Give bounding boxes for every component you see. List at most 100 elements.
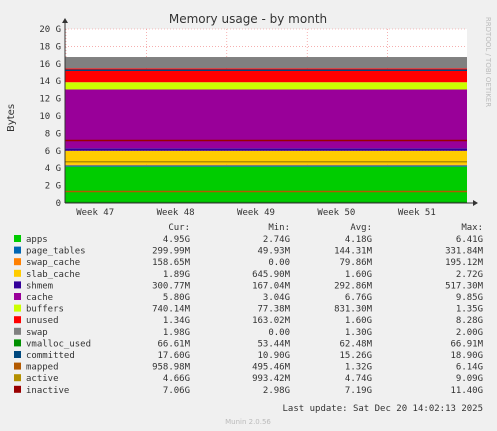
- x-tick-label: Week 48: [157, 208, 195, 218]
- y-tick-label: 20 G: [39, 25, 61, 35]
- legend-value-min: 2.98G: [263, 386, 290, 396]
- legend-value-cur: 1.89G: [163, 270, 190, 280]
- legend-value-avg: 1.30G: [345, 328, 372, 338]
- legend-label: cache: [26, 293, 53, 303]
- area-slab_cache: [65, 150, 467, 165]
- chart-title: Memory usage - by month: [169, 12, 327, 26]
- rrdtool-credit: RRDTOOL / TOBI OETIKER: [484, 17, 492, 107]
- y-tick-label: 0: [56, 199, 61, 209]
- legend-column-header: Max:: [461, 223, 483, 233]
- legend-value-max: 6.14G: [456, 363, 483, 373]
- legend-label: buffers: [26, 305, 64, 315]
- axes: 0 2 G 4 G 6 G 8 G 10 G 12 G 14 G 16 G 18 G 20 G Wee…: [39, 18, 478, 218]
- legend-value-cur: 958.98M: [152, 363, 191, 373]
- legend-swatch-vmalloc_used: [14, 339, 21, 347]
- legend-swatch-swap_cache: [14, 258, 21, 266]
- legend-label: active: [26, 374, 59, 384]
- legend-value-min: 3.04G: [263, 293, 290, 303]
- area-page_tables: [65, 165, 467, 167]
- y-tick-label: 8 G: [45, 129, 61, 139]
- legend-value-cur: 158.65M: [152, 258, 191, 268]
- last-update: Last update: Sat Dec 20 14:02:13 2025: [283, 404, 483, 414]
- series-lines: [65, 69, 467, 204]
- legend-value-max: 517.30M: [445, 281, 484, 291]
- legend-value-cur: 1.34G: [163, 316, 190, 326]
- legend-value-max: 18.90G: [450, 351, 483, 361]
- legend-value-avg: 292.86M: [334, 281, 373, 291]
- legend-swatch-committed: [14, 351, 21, 358]
- area-unused: [65, 68, 467, 83]
- legend-swatch-page_tables: [14, 246, 21, 254]
- legend-value-min: 167.04M: [252, 281, 291, 291]
- legend-swatch-slab_cache: [14, 269, 21, 277]
- legend-swatch-mapped: [14, 362, 21, 370]
- area-apps: [65, 166, 467, 203]
- legend-value-min: 0.00: [268, 328, 290, 338]
- legend-value-max: 1.35G: [456, 305, 483, 315]
- legend-value-cur: 7.06G: [163, 386, 190, 396]
- legend-value-cur: 17.60G: [157, 351, 190, 361]
- legend-label: page_tables: [26, 247, 86, 257]
- legend-value-max: 2.72G: [456, 270, 483, 280]
- y-tick-label: 2 G: [45, 182, 61, 192]
- legend-column-header: Min:: [268, 223, 290, 233]
- legend-value-avg: 62.48M: [339, 339, 372, 349]
- legend-value-avg: 79.86M: [339, 258, 372, 268]
- legend-label: mapped: [26, 363, 59, 373]
- legend-value-min: 645.90M: [252, 270, 291, 280]
- y-tick-label: 12 G: [39, 95, 61, 105]
- legend-value-cur: 66.61M: [157, 339, 190, 349]
- legend-swatch-shmem: [14, 281, 21, 289]
- legend-label: unused: [26, 316, 59, 326]
- legend-value-max: 8.28G: [456, 316, 483, 326]
- legend-label: shmem: [26, 281, 53, 291]
- legend-value-min: 53.44M: [257, 339, 290, 349]
- y-axis-arrow: [62, 18, 68, 23]
- legend: Cur: Min: Avg: Max: apps 4.95G 2.74G 4.18G 6.41G…: [14, 223, 484, 396]
- legend-value-avg: 4.74G: [345, 374, 372, 384]
- legend-value-max: 9.85G: [456, 293, 483, 303]
- x-tick-label: Week 50: [317, 208, 355, 218]
- y-tick-label: 14 G: [39, 77, 61, 87]
- y-tick-label: 6 G: [45, 147, 61, 157]
- legend-value-min: 495.46M: [252, 363, 291, 373]
- legend-value-avg: 4.18G: [345, 235, 372, 245]
- x-tick-label: Week 47: [76, 208, 114, 218]
- legend-label: slab_cache: [26, 270, 80, 280]
- y-tick-label: 4 G: [45, 164, 61, 174]
- area-swap_cache: [65, 164, 467, 166]
- legend-swatch-cache: [14, 293, 21, 300]
- munin-version: Munin 2.0.56: [225, 418, 271, 426]
- legend-label: vmalloc_used: [26, 339, 91, 349]
- legend-swatch-buffers: [14, 304, 21, 312]
- legend-swatch-inactive: [14, 385, 21, 393]
- area-cache: [65, 89, 467, 149]
- legend-value-avg: 1.60G: [345, 270, 372, 280]
- legend-value-min: 0.00: [268, 258, 290, 268]
- legend-label: swap: [26, 328, 48, 338]
- legend-value-min: 2.74G: [263, 235, 290, 245]
- legend-label: apps: [26, 235, 48, 245]
- legend-value-avg: 831.30M: [334, 305, 373, 315]
- y-tick-label: 16 G: [39, 60, 61, 70]
- legend-value-avg: 144.31M: [334, 247, 373, 257]
- x-axis-arrow: [473, 200, 478, 206]
- x-tick-label: Week 51: [398, 208, 436, 218]
- legend-value-max: 6.41G: [456, 235, 483, 245]
- legend-value-cur: 1.98G: [163, 328, 190, 338]
- legend-value-cur: 740.14M: [152, 305, 191, 315]
- legend-column-header: Avg:: [350, 223, 372, 233]
- legend-swatch-swap: [14, 327, 21, 335]
- legend-value-cur: 4.66G: [163, 374, 190, 384]
- legend-label: swap_cache: [26, 258, 80, 268]
- area-swap: [65, 57, 467, 69]
- legend-swatch-active: [14, 374, 21, 382]
- legend-value-avg: 6.76G: [345, 293, 372, 303]
- legend-value-cur: 5.80G: [163, 293, 190, 303]
- legend-value-max: 195.12M: [445, 258, 484, 268]
- legend-value-max: 331.84M: [445, 247, 484, 257]
- y-tick-label: 10 G: [39, 112, 61, 122]
- y-tick-label: 18 G: [39, 42, 61, 52]
- legend-value-min: 163.02M: [252, 316, 291, 326]
